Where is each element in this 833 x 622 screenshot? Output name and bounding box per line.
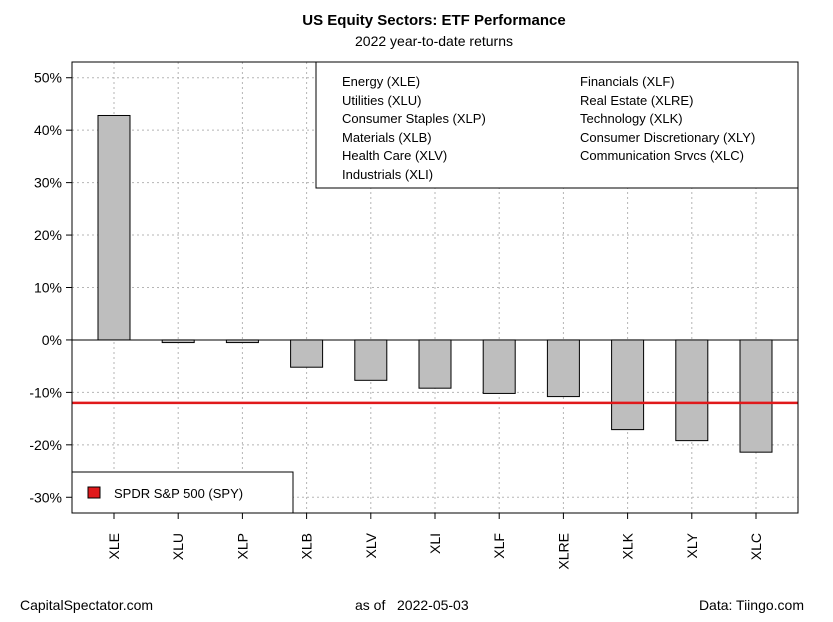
y-tick-label: -30% [29, 489, 62, 505]
spy-legend-label: SPDR S&P 500 (SPY) [114, 486, 243, 501]
legend-entry-xlp: Consumer Staples (XLP) [342, 111, 486, 126]
x-tick-label-xlu: XLU [170, 533, 186, 560]
legend-entry-xly: Consumer Discretionary (XLY) [580, 130, 755, 145]
legend-entry-xlb: Materials (XLB) [342, 130, 432, 145]
chart-subtitle: 2022 year-to-date returns [355, 33, 513, 49]
legend-entry-xlre: Real Estate (XLRE) [580, 93, 693, 108]
bar-xlc [739, 339, 773, 453]
bar-xlre [546, 339, 580, 398]
y-tick-label: 10% [34, 280, 62, 296]
sector-legend-box [315, 61, 799, 189]
legend-entry-xlv: Health Care (XLV) [342, 148, 447, 163]
bar-layer [72, 114, 798, 453]
y-tick-label: 50% [34, 70, 62, 86]
sector-legend: Energy (XLE) Utilities (XLU) Consumer St… [315, 61, 799, 189]
footer-source: CapitalSpectator.com [20, 597, 153, 613]
bar-xlv [354, 339, 388, 381]
legend-entry-xle: Energy (XLE) [342, 74, 420, 89]
bar-xli [418, 339, 452, 389]
x-tick-label-xlp: XLP [234, 533, 250, 559]
x-tick-label-xlk: XLK [620, 532, 636, 559]
bar-xlp [225, 339, 259, 344]
bar-xlk [611, 339, 645, 431]
legend-entry-xlk: Technology (XLK) [580, 111, 683, 126]
y-tick-label: -20% [29, 437, 62, 453]
x-tick-label-xly: XLY [684, 532, 700, 558]
legend-entry-xlf: Financials (XLF) [580, 74, 675, 89]
y-tick-label: 40% [34, 122, 62, 138]
plot-frame [71, 61, 799, 514]
bar-xle [97, 114, 131, 341]
chart-title: US Equity Sectors: ETF Performance [302, 12, 565, 29]
y-tick-label: -10% [29, 384, 62, 400]
legend-entry-xlu: Utilities (XLU) [342, 93, 421, 108]
y-tick-label: 0% [42, 332, 62, 348]
x-tick-label-xli: XLI [427, 533, 443, 554]
y-axis-ticks: 50% 40% 30% 20% 10% 0% -10% -20% -30% [29, 70, 72, 505]
spy-legend-box [71, 471, 294, 514]
footer-as-of: as of 2022-05-03 [355, 597, 469, 613]
y-tick-label: 30% [34, 175, 62, 191]
x-tick-label-xlb: XLB [299, 533, 315, 559]
spy-legend-swatch [87, 486, 101, 499]
legend-entry-xlc: Communication Srvcs (XLC) [580, 148, 744, 163]
x-tick-label-xlv: XLV [363, 532, 379, 558]
bar-xlu [161, 339, 195, 344]
x-tick-label-xle: XLE [106, 533, 122, 559]
bar-xly [675, 339, 709, 442]
y-tick-label: 20% [34, 227, 62, 243]
bar-xlb [290, 339, 324, 368]
legend-entry-xli: Industrials (XLI) [342, 167, 433, 182]
x-tick-label-xlc: XLC [748, 533, 764, 560]
x-tick-label-xlre: XLRE [555, 533, 571, 570]
x-axis-ticks: XLE XLU XLP XLB XLV XLI XLF XLRE XLK XLY XLC [106, 513, 764, 570]
x-tick-label-xlf: XLF [491, 533, 507, 559]
bar-xlf [482, 339, 516, 394]
footer-data-source: Data: Tiingo.com [699, 597, 804, 613]
spy-legend: SPDR S&P 500 (SPY) [71, 471, 294, 514]
